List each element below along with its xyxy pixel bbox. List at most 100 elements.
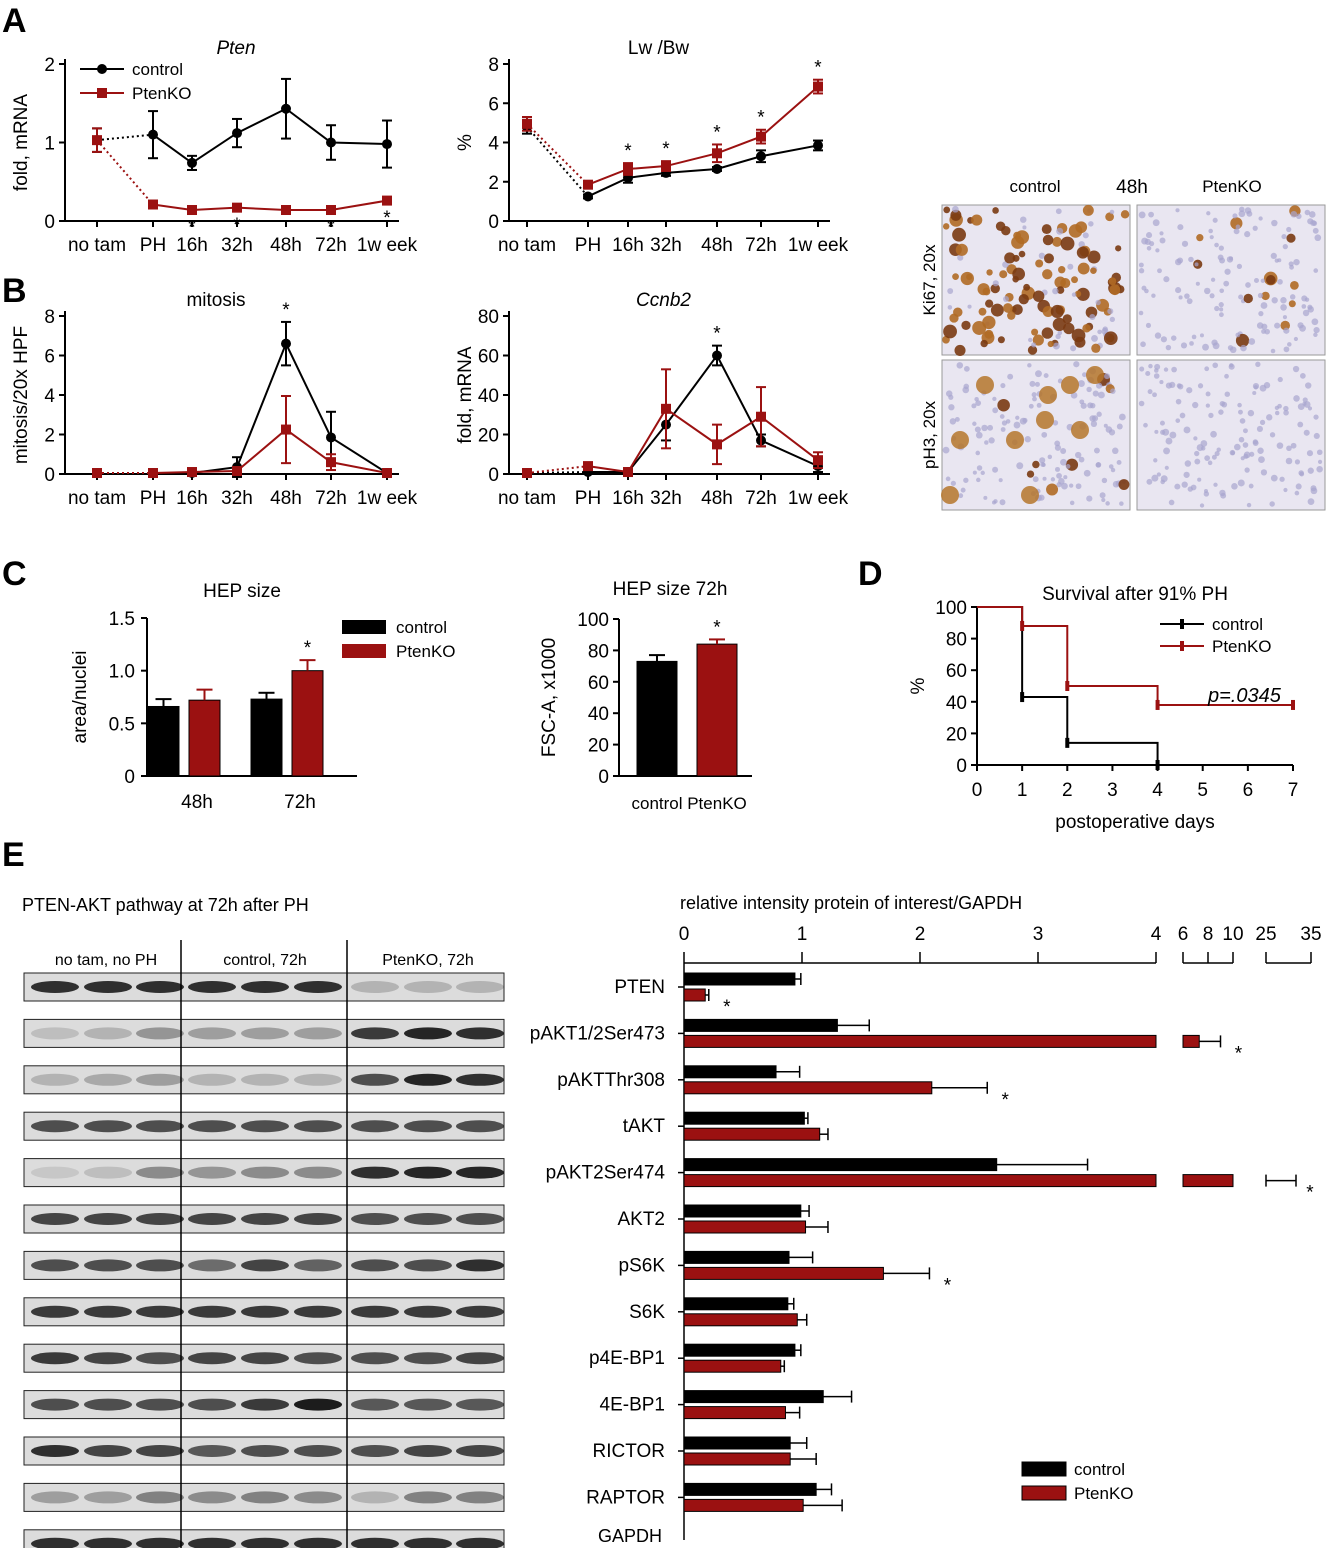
ihc-nucleus bbox=[1193, 436, 1198, 441]
ihc-nucleus bbox=[1297, 421, 1304, 428]
blot-band bbox=[188, 1491, 236, 1504]
ihc-nucleus bbox=[1035, 370, 1042, 378]
x-tick-label: PH bbox=[575, 235, 601, 256]
ihc-nucleus bbox=[992, 407, 999, 414]
ihc-nucleus bbox=[1218, 409, 1224, 415]
ihc-nucleus bbox=[1041, 327, 1054, 339]
blot-band bbox=[241, 1352, 289, 1365]
ihc-nucleus bbox=[950, 480, 956, 486]
ihc-nucleus bbox=[992, 280, 999, 287]
chart-relative-intensity: 0 1 2 3 4 6 8 10 25 35 relative intensity protein … bbox=[530, 893, 1322, 1540]
ihc-nucleus bbox=[1224, 373, 1229, 379]
blot-band bbox=[351, 1352, 399, 1365]
data-point bbox=[281, 205, 291, 216]
ihc-nucleus bbox=[1260, 302, 1268, 309]
x-tick-label: 72h bbox=[315, 488, 347, 509]
blot-band bbox=[188, 1445, 236, 1457]
ihc-nucleus bbox=[1052, 317, 1066, 332]
ihc-nucleus bbox=[1200, 440, 1208, 447]
ihc-nucleus bbox=[1259, 419, 1266, 426]
ihc-nucleus bbox=[1229, 363, 1234, 368]
ihc-nucleus bbox=[1029, 380, 1036, 387]
data-point bbox=[623, 163, 633, 174]
significance-star: * bbox=[1306, 1183, 1314, 1204]
significance-star: * bbox=[713, 324, 721, 345]
ihc-nucleus bbox=[1050, 304, 1064, 319]
ihc-nucleus bbox=[1202, 343, 1209, 351]
blot-band bbox=[241, 1398, 289, 1411]
x-tick-label: 48h bbox=[701, 235, 733, 256]
ihc-nucleus bbox=[971, 214, 983, 226]
blot-band bbox=[188, 1213, 236, 1225]
ihc-nucleus bbox=[1313, 414, 1319, 420]
y-tick-label: 0 bbox=[44, 465, 55, 486]
significance-star: * bbox=[944, 1275, 952, 1296]
x-tick-label: 8 bbox=[1203, 924, 1214, 945]
blot-band bbox=[456, 1166, 504, 1179]
ihc-nucleus bbox=[1118, 413, 1126, 421]
ihc-nucleus bbox=[943, 206, 951, 214]
x-tick-label: 72h bbox=[284, 792, 316, 813]
blot-band bbox=[241, 1491, 289, 1504]
ihc-nucleus bbox=[1178, 295, 1183, 300]
ihc-nucleus bbox=[1175, 418, 1181, 423]
ihc-nucleus bbox=[1082, 372, 1087, 378]
blot-band bbox=[31, 1537, 79, 1548]
ihc-nucleus bbox=[1264, 328, 1270, 335]
chart-title: Pten bbox=[216, 38, 255, 59]
ihc-nucleus bbox=[1031, 342, 1037, 348]
blot-band bbox=[456, 1445, 504, 1457]
ihc-nucleus bbox=[947, 288, 954, 294]
ihc-nucleus bbox=[1032, 290, 1045, 302]
ihc-nucleus bbox=[1019, 417, 1027, 425]
ihc-nucleus bbox=[1256, 425, 1263, 433]
legend-label: PtenKO bbox=[396, 642, 456, 661]
ihc-nucleus bbox=[1087, 402, 1094, 409]
ihc-nucleus bbox=[1061, 482, 1068, 490]
ihc-nucleus bbox=[1056, 482, 1062, 488]
blot-band bbox=[136, 1445, 184, 1457]
ihc-nucleus bbox=[1088, 221, 1094, 227]
ihc-nucleus bbox=[1159, 237, 1166, 244]
ihc-nucleus bbox=[1046, 483, 1059, 496]
chart-hep-size: 0 0.5 1.0 1.5 HEP size area/nuclei 48h 72h * cont… bbox=[70, 581, 456, 813]
ihc-nucleus bbox=[1042, 305, 1054, 318]
ihc-nucleus bbox=[1012, 267, 1026, 281]
ihc-nucleus bbox=[982, 287, 991, 296]
blot-gapdh-label: GAPDH bbox=[598, 1526, 662, 1546]
ihc-nucleus bbox=[1189, 341, 1194, 346]
data-point bbox=[382, 468, 392, 479]
data-point bbox=[281, 103, 291, 114]
blot-band bbox=[351, 1027, 399, 1040]
blot-band bbox=[404, 1120, 452, 1133]
ihc-nucleus bbox=[1313, 432, 1320, 440]
legend-label: PtenKO bbox=[132, 84, 192, 103]
ihc-nucleus bbox=[1255, 361, 1261, 367]
bar bbox=[683, 972, 796, 986]
ihc-nucleus bbox=[960, 487, 966, 493]
data-point bbox=[712, 148, 722, 159]
ihc-nucleus bbox=[1087, 250, 1101, 264]
ihc-nucleus bbox=[1242, 442, 1249, 448]
ihc-nucleus bbox=[1044, 253, 1054, 264]
blot-band bbox=[136, 1398, 184, 1411]
ihc-nucleus bbox=[1145, 232, 1153, 239]
ihc-nucleus bbox=[1075, 483, 1082, 490]
ihc-nucleus bbox=[1091, 415, 1099, 422]
ihc-nucleus bbox=[1078, 241, 1085, 248]
bar bbox=[683, 1220, 807, 1234]
ihc-nucleus bbox=[1143, 422, 1148, 428]
series-dotted-segment bbox=[526, 126, 589, 198]
ihc-col-time: 48h bbox=[1116, 177, 1148, 198]
ihc-nucleus bbox=[1160, 479, 1166, 485]
ihc-nucleus bbox=[1175, 398, 1182, 405]
ihc-nucleus bbox=[1013, 231, 1022, 240]
ihc-nucleus bbox=[1183, 471, 1190, 478]
ihc-nucleus bbox=[1155, 248, 1160, 253]
blot-band bbox=[188, 1166, 236, 1179]
ihc-nucleus bbox=[1116, 423, 1123, 430]
ihc-nucleus bbox=[992, 466, 999, 473]
ihc-nucleus bbox=[1210, 430, 1217, 438]
series-dotted-segment bbox=[96, 139, 154, 206]
ihc-nucleus bbox=[1258, 311, 1264, 317]
